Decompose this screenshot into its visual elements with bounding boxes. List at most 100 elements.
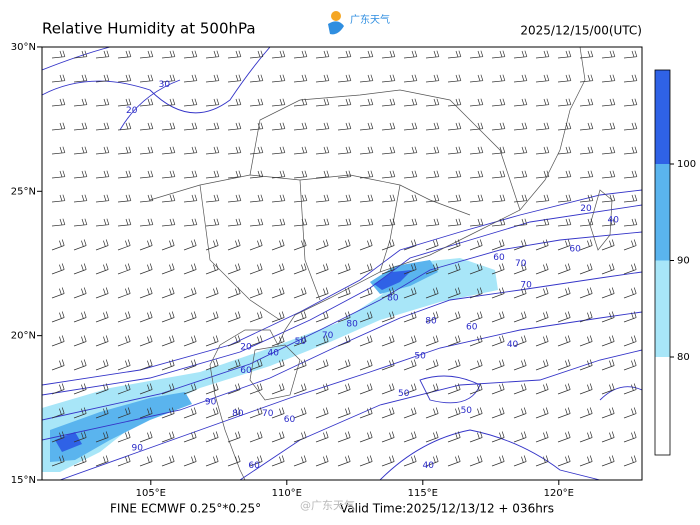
wind-barb (205, 263, 219, 275)
wind-barb (425, 146, 440, 155)
wind-barb (293, 287, 307, 299)
wind-barb (513, 359, 527, 371)
wind-barb (535, 431, 549, 443)
wind-barb (227, 74, 242, 83)
wind-barb (51, 122, 66, 131)
wind-barb (249, 122, 264, 131)
wind-barb (579, 98, 594, 107)
wind-barb (447, 74, 462, 83)
lon-tick-label: 110°E (272, 488, 302, 499)
wind-barb (95, 146, 110, 155)
wind-barb (557, 218, 572, 227)
wind-barb (227, 455, 241, 467)
contour-label: 70 (515, 259, 527, 269)
wind-barb (447, 122, 462, 131)
wind-barb (359, 455, 373, 467)
wind-barb (469, 74, 484, 83)
wind-barb (205, 383, 219, 395)
wind-barb (623, 311, 637, 323)
wind-barb (469, 359, 483, 371)
wind-barb (73, 359, 87, 371)
wind-barb (315, 146, 330, 155)
colorbar-segment (655, 70, 670, 164)
wind-barb (139, 170, 154, 179)
wind-barb (579, 407, 593, 419)
wind-barb (293, 431, 307, 443)
wind-barb (51, 74, 66, 83)
contour-label: 70 (322, 331, 334, 341)
wind-barb (205, 359, 219, 371)
wind-barb (425, 455, 439, 467)
wind-barb (183, 287, 197, 299)
wind-barb (315, 194, 330, 203)
wind-barb (381, 74, 396, 83)
wind-barb (403, 383, 417, 395)
wind-barb (227, 218, 242, 227)
wind-barb (469, 311, 483, 323)
wind-barb (381, 146, 396, 155)
wind-barb (293, 455, 307, 467)
wind-barb (403, 50, 418, 59)
wind-barb (447, 359, 461, 371)
wind-barb (403, 359, 417, 371)
wind-barb (469, 383, 483, 395)
wind-barb (183, 170, 198, 179)
wind-barb (95, 431, 109, 443)
wind-barb (315, 407, 329, 419)
wind-barb (139, 98, 154, 107)
wind-barb (601, 146, 616, 155)
wind-barb (249, 146, 264, 155)
wind-barb (271, 263, 285, 275)
wind-barb (249, 218, 264, 227)
wind-barb (513, 146, 528, 155)
wind-barb (579, 287, 593, 299)
wind-barb (359, 170, 374, 179)
wind-barb (337, 50, 352, 59)
wind-barb (535, 407, 549, 419)
wind-barb (337, 335, 351, 347)
colorbar: 80 90 100 (654, 69, 696, 456)
wind-barb (623, 74, 638, 83)
wind-barb (249, 50, 264, 59)
wind-barb (491, 194, 506, 203)
wind-barb (51, 383, 65, 395)
wind-barb (315, 287, 329, 299)
wind-barb (227, 407, 241, 419)
wind-barb (579, 263, 593, 275)
wind-barb (359, 335, 373, 347)
wind-barb (73, 407, 87, 419)
wind-barb (205, 146, 220, 155)
wind-barb (227, 239, 241, 251)
contour-label: 90 (205, 398, 217, 408)
wind-barb (161, 98, 176, 107)
wind-barb (51, 431, 65, 443)
wind-barb (117, 287, 131, 299)
wind-barb (425, 98, 440, 107)
wind-barb (359, 218, 374, 227)
wind-barb (381, 50, 396, 59)
wind-barb (579, 218, 594, 227)
wind-barb (315, 74, 330, 83)
wind-barb (337, 263, 351, 275)
wind-barb (183, 263, 197, 275)
wind-barb (535, 263, 549, 275)
wind-barb (205, 50, 220, 59)
wind-barb (227, 170, 242, 179)
contour-label: 70 (262, 409, 274, 419)
wind-barb (315, 263, 329, 275)
wind-barb (51, 455, 65, 467)
wind-barb (579, 239, 593, 251)
wind-barb (381, 311, 395, 323)
wind-barb (271, 170, 286, 179)
wind-barb (579, 311, 593, 323)
wind-barb (271, 431, 285, 443)
wind-barb (447, 194, 462, 203)
wind-barb (205, 335, 219, 347)
wind-barb (95, 98, 110, 107)
wind-barb (381, 431, 395, 443)
wind-barb (359, 50, 374, 59)
wind-barb (73, 263, 87, 275)
wind-barb (205, 239, 219, 251)
wind-barb (535, 239, 549, 251)
wind-barb (513, 50, 528, 59)
